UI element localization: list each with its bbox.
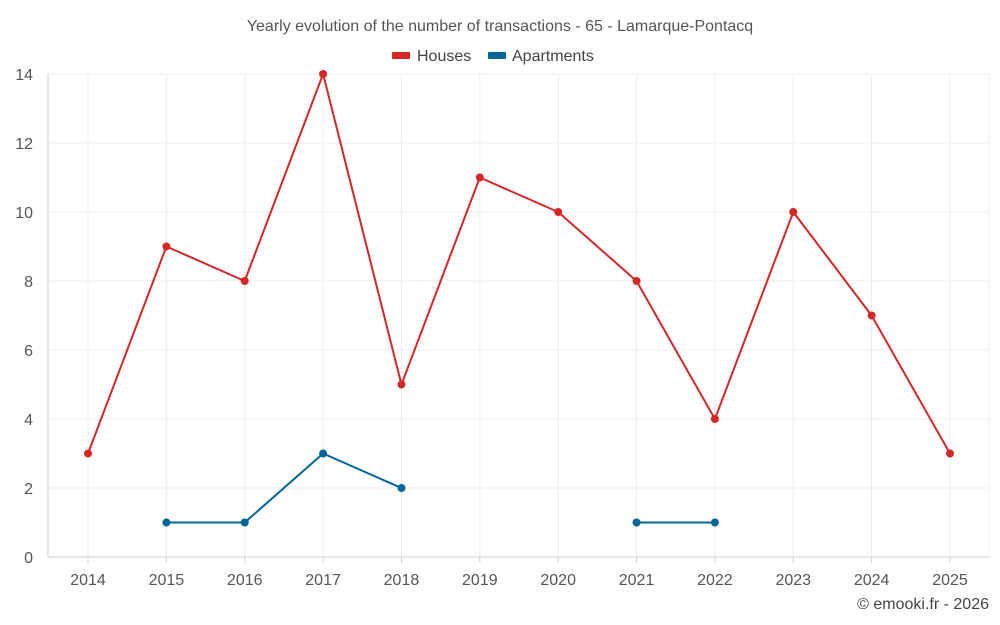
x-tick-label: 2014 (70, 572, 106, 589)
grid (48, 73, 989, 557)
series-layer (84, 70, 954, 527)
y-tick-label: 14 (15, 67, 33, 84)
series-apartments (162, 449, 719, 527)
x-tick-label: 2018 (384, 572, 420, 589)
x-tick-label: 2016 (227, 572, 263, 589)
data-point-apartments[interactable] (710, 518, 719, 527)
legend: Houses Apartments (392, 48, 594, 65)
axes: 0 2 4 6 8 10 12 14 2014 2015 2016 2017 2018 2019 2020 2… (15, 67, 990, 589)
legend-swatch-apartments (488, 52, 506, 59)
data-point-apartments[interactable] (397, 484, 406, 492)
x-tick-label: 2015 (149, 572, 185, 589)
legend-label-houses: Houses (417, 48, 471, 65)
data-point-apartments[interactable] (162, 518, 171, 527)
legend-label-apartments: Apartments (512, 48, 594, 65)
x-tick-label: 2022 (697, 572, 733, 589)
x-tick-label: 2023 (775, 572, 811, 589)
series-line-houses (87, 73, 951, 455)
x-tick-label: 2019 (462, 572, 498, 589)
x-tick-label: 2025 (932, 572, 968, 589)
legend-item-houses[interactable]: Houses (392, 48, 471, 65)
y-tick-label: 12 (15, 136, 33, 153)
data-point-apartments[interactable] (319, 449, 328, 458)
data-point-apartments[interactable] (632, 518, 641, 527)
x-tick-label: 2020 (540, 572, 576, 589)
y-tick-label: 4 (24, 412, 33, 429)
data-point-houses[interactable] (710, 415, 719, 423)
credit: © emooki.fr - 2026 (857, 596, 989, 613)
data-point-houses[interactable] (632, 277, 641, 285)
legend-item-apartments[interactable]: Apartments (488, 48, 594, 65)
data-point-apartments[interactable] (240, 518, 249, 527)
series-line-apartments (165, 452, 403, 524)
x-tick-label: 2021 (619, 572, 655, 589)
series-houses (84, 70, 954, 458)
x-tick-label: 2024 (854, 572, 890, 589)
chart-title: Yearly evolution of the number of transa… (247, 18, 753, 35)
data-point-houses[interactable] (240, 277, 249, 285)
legend-swatch-houses (392, 52, 410, 59)
y-tick-label: 0 (24, 550, 33, 567)
data-point-houses[interactable] (397, 380, 406, 389)
data-point-houses[interactable] (319, 70, 328, 78)
y-tick-label: 6 (24, 343, 33, 360)
y-tick-label: 8 (24, 274, 33, 291)
data-point-houses[interactable] (84, 449, 92, 458)
data-point-houses[interactable] (789, 208, 798, 216)
data-point-houses[interactable] (475, 173, 484, 182)
data-point-houses[interactable] (946, 449, 954, 458)
data-point-houses[interactable] (554, 208, 563, 216)
data-point-houses[interactable] (867, 311, 876, 320)
y-tick-label: 10 (15, 205, 33, 222)
y-tick-label: 2 (24, 481, 33, 498)
x-tick-label: 2017 (305, 572, 341, 589)
data-point-houses[interactable] (162, 242, 171, 251)
